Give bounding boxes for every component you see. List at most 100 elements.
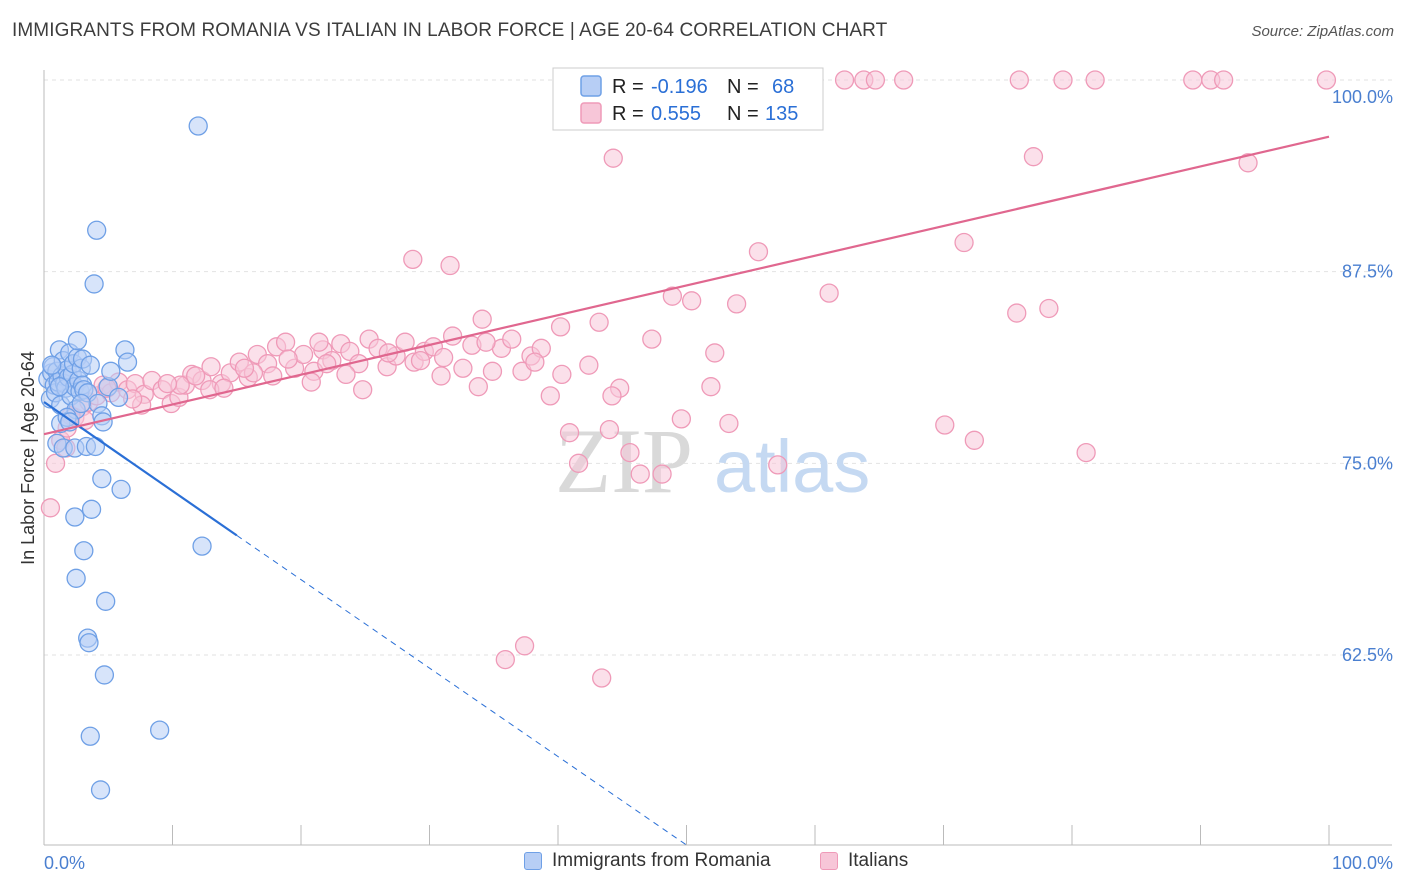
italians-point-115	[834, 70, 855, 90]
italians-point-122	[1183, 70, 1203, 90]
italians-point-67	[642, 329, 662, 349]
legend-r-label-romania: R =	[612, 76, 644, 98]
italians-point-80	[935, 415, 955, 435]
italians-point-119	[1009, 70, 1029, 90]
italians-point-77	[768, 455, 788, 475]
italians-point-121	[1085, 70, 1105, 90]
italians-point-0	[40, 498, 61, 518]
legend-item-romania[interactable]: Immigrants from Romania	[524, 850, 771, 872]
italians-point-100	[410, 350, 431, 371]
y-axis-label: In Labor Force | Age 20-64	[18, 351, 38, 565]
italians-point-132	[525, 352, 545, 372]
legend-swatch-romania-bottom	[524, 852, 542, 870]
romania-point-35	[80, 355, 100, 375]
italians-point-82	[964, 430, 984, 450]
italians-point-62	[589, 312, 609, 332]
trendlines	[43, 135, 1330, 846]
legend-n-value-romania: 68	[772, 76, 794, 98]
romania-point-62	[80, 726, 100, 746]
romania-point-53	[81, 499, 102, 519]
italians-point-137	[157, 373, 178, 394]
watermark: ZIP atlas	[555, 410, 870, 512]
legend-item-italians[interactable]: Italians	[820, 850, 908, 872]
romania-point-52	[111, 479, 131, 500]
italians-point-72	[701, 377, 721, 397]
axes	[43, 70, 1392, 846]
italians-point-46	[433, 347, 454, 368]
italians-point-117	[865, 70, 886, 90]
italians-point-69	[662, 286, 683, 306]
romania-trendline	[43, 401, 238, 537]
romania-point-58	[96, 591, 116, 611]
x-ticks	[43, 825, 1330, 845]
romania-point-54	[65, 507, 85, 527]
italians-point-73	[705, 343, 725, 363]
italians-point-58	[550, 317, 571, 337]
stats-legend: R = -0.196 N = 68 R = 0.555 N = 135	[552, 67, 824, 131]
romania-points	[38, 116, 212, 800]
romania-point-61	[94, 665, 115, 685]
x-tick-label-min: 0.0%	[44, 853, 85, 873]
italians-point-83	[1007, 303, 1027, 323]
romania-point-48	[188, 116, 208, 136]
italians-point-60	[568, 453, 589, 473]
romania-point-64	[90, 780, 111, 800]
italians-point-81	[954, 232, 974, 253]
romania-point-56	[192, 536, 212, 556]
italians-point-57	[540, 386, 560, 406]
italians-point-48	[453, 358, 473, 378]
italians-point-142	[336, 364, 356, 385]
italians-trendline	[43, 135, 1330, 436]
italians-point-141	[309, 332, 329, 352]
italians-point-59	[559, 423, 580, 443]
italians-point-139	[234, 358, 255, 378]
italians-point-92	[514, 636, 535, 656]
italians-point-88	[403, 249, 423, 270]
romania-trendline-extension	[236, 534, 687, 846]
italians-point-53	[502, 329, 522, 349]
gridlines	[44, 79, 1392, 656]
italians-point-91	[495, 649, 515, 670]
italians-point-47	[442, 326, 463, 346]
italians-point-86	[1076, 442, 1096, 463]
romania-point-66	[49, 377, 70, 397]
romania-point-57	[66, 568, 86, 588]
italians-point-98	[301, 372, 321, 392]
romania-point-47	[117, 352, 138, 372]
italians-point-87	[1238, 153, 1258, 173]
italians-point-63	[599, 419, 620, 440]
y-tick-label-0: 62.5%	[1342, 645, 1393, 665]
legend-n-label-italians: N =	[727, 103, 759, 125]
legend-r-value-romania: -0.196	[651, 76, 708, 98]
y-tick-labels: 62.5% 75.0% 87.5% 100.0%	[1332, 87, 1393, 665]
romania-point-51	[92, 469, 112, 489]
legend-n-value-italians: 135	[765, 103, 798, 125]
italians-point-29	[275, 332, 296, 352]
italians-point-71	[681, 291, 702, 311]
italians-point-68	[652, 464, 672, 484]
italians-point-118	[894, 70, 914, 90]
italians-point-101	[468, 377, 488, 397]
romania-point-67	[71, 393, 91, 414]
series-legend: Immigrants from Romania Italians	[0, 850, 1406, 878]
romania-point-41	[108, 387, 129, 408]
chart-source: Source: ZipAtlas.com	[1251, 23, 1394, 40]
romania-point-50	[84, 274, 104, 294]
italians-point-79	[819, 283, 839, 303]
y-tick-label-3: 100.0%	[1332, 87, 1393, 107]
italians-point-125	[1316, 70, 1337, 90]
italians-point-131	[476, 332, 496, 352]
italians-point-51	[482, 361, 503, 381]
romania-point-45	[85, 436, 106, 457]
legend-r-value-italians: 0.555	[651, 103, 701, 125]
italians-point-75	[726, 294, 747, 314]
italians-point-120	[1053, 70, 1073, 90]
italians-point-93	[592, 668, 612, 688]
italians-point-50	[472, 309, 492, 329]
y-tick-label-2: 87.5%	[1342, 262, 1393, 282]
italians-point-21	[201, 357, 221, 377]
italians-point-124	[1213, 70, 1234, 90]
legend-label-italians: Italians	[848, 850, 909, 871]
italians-point-138	[185, 366, 206, 386]
romania-point-49	[87, 220, 107, 240]
